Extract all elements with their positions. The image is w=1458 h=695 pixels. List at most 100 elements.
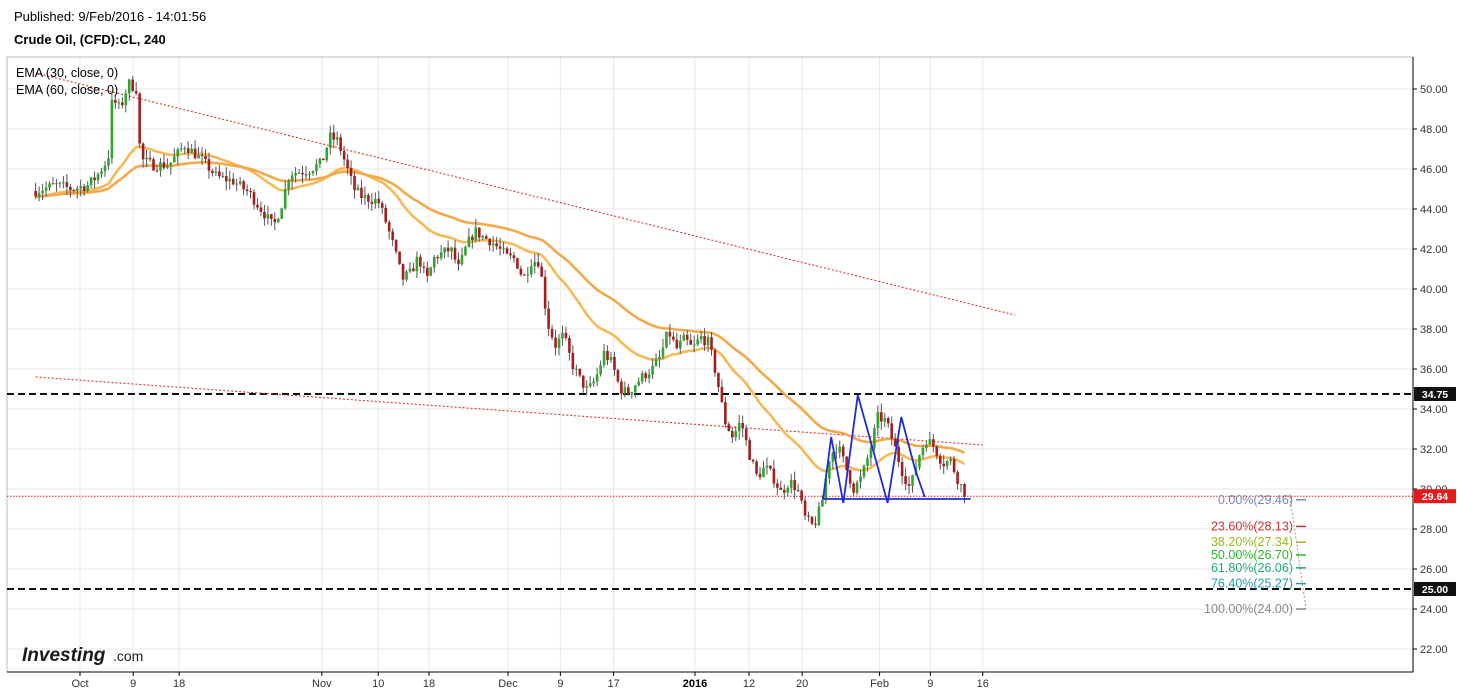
candle-body xyxy=(419,256,422,267)
candle-body xyxy=(873,428,876,448)
candle-body xyxy=(616,369,620,382)
candle-body xyxy=(550,328,554,338)
candle-body xyxy=(876,412,880,429)
candle-body xyxy=(332,132,336,140)
legend-ema-30: EMA (30, close, 0) xyxy=(16,66,118,80)
candle-body xyxy=(717,372,720,387)
candle-body xyxy=(488,238,491,246)
candle-body xyxy=(623,387,627,394)
candle-body xyxy=(755,461,758,474)
candle-body xyxy=(786,487,790,493)
time-tick-label: 16 xyxy=(977,678,989,690)
candle-body xyxy=(744,428,748,441)
candle-body xyxy=(450,247,453,252)
candle-body xyxy=(34,191,37,197)
candle-body xyxy=(242,181,245,190)
time-tick-label: 12 xyxy=(743,678,755,690)
price-badge-label: 29.64 xyxy=(1422,491,1448,503)
candle-body xyxy=(796,490,800,492)
candle-body xyxy=(685,334,689,340)
candle-body xyxy=(748,440,751,460)
candle-body xyxy=(557,338,561,348)
candle-body xyxy=(841,446,845,457)
candle-body xyxy=(422,266,426,268)
price-tick-label: 40.00 xyxy=(1420,284,1448,296)
candle-body xyxy=(290,175,294,181)
price-tick-label: 32.00 xyxy=(1420,444,1448,456)
logo-text: Investing xyxy=(22,645,106,666)
candle-body xyxy=(595,374,599,382)
fib-level-label: 0.00%(29.46) xyxy=(1218,493,1293,507)
fib-level-label: 76.40%(25.27) xyxy=(1211,577,1293,591)
candle-body xyxy=(477,227,481,238)
candle-body xyxy=(831,452,835,462)
candle-body xyxy=(460,255,464,265)
fib-level-label: 100.00%(24.00) xyxy=(1204,602,1293,616)
candle-body xyxy=(762,467,765,478)
candle-body xyxy=(741,423,744,429)
candle-body xyxy=(179,148,183,150)
candle-body xyxy=(675,339,679,349)
candle-body xyxy=(706,337,710,346)
candle-body xyxy=(654,359,658,366)
candle-body xyxy=(436,256,440,259)
candle-body xyxy=(640,373,644,382)
trendline xyxy=(35,72,1016,316)
candle-body xyxy=(124,93,128,106)
candle-body xyxy=(789,479,793,488)
candle-body xyxy=(304,174,308,176)
candle-body xyxy=(96,173,100,181)
candle-body xyxy=(224,175,228,182)
candle-body xyxy=(283,189,287,209)
candle-body xyxy=(65,182,69,187)
candle-body xyxy=(821,499,824,507)
candle-body xyxy=(408,268,412,272)
candle-body xyxy=(925,444,928,448)
candle-body xyxy=(51,183,55,185)
candle-body xyxy=(862,465,866,477)
candle-body xyxy=(817,506,821,525)
candle-body xyxy=(176,149,180,157)
candle-body xyxy=(412,268,415,272)
candle-body xyxy=(155,170,159,172)
candle-body xyxy=(758,473,762,478)
candle-body xyxy=(568,337,571,353)
candle-body xyxy=(956,472,959,485)
candle-body xyxy=(724,402,727,425)
candle-body xyxy=(814,523,817,525)
candle-body xyxy=(221,175,225,177)
candle-body xyxy=(890,423,894,439)
investing-logo: Investing .com xyxy=(22,645,143,666)
candle-body xyxy=(668,331,672,337)
candle-body xyxy=(370,201,374,204)
time-tick-label: 18 xyxy=(423,678,435,690)
candle-body xyxy=(585,386,589,388)
candle-body xyxy=(308,173,311,175)
candle-body xyxy=(183,148,186,150)
candle-body xyxy=(932,439,935,447)
candle-body xyxy=(374,198,377,204)
candle-body xyxy=(134,90,138,94)
candle-body xyxy=(287,180,290,190)
candle-body xyxy=(193,148,197,159)
candle-body xyxy=(110,99,114,159)
horizontal-levels xyxy=(7,393,1413,590)
candle-body xyxy=(322,158,325,161)
candle-body xyxy=(852,483,855,493)
price-badge xyxy=(1414,489,1456,504)
candle-body xyxy=(356,187,360,191)
candle-body xyxy=(886,418,890,424)
time-tick-label: 18 xyxy=(173,678,185,690)
candle-body xyxy=(349,167,353,176)
price-badge-label: 34.75 xyxy=(1422,389,1448,401)
candle-body xyxy=(505,248,509,254)
candle-body xyxy=(540,266,543,277)
candle-body xyxy=(803,500,807,516)
candle-body xyxy=(928,439,932,445)
time-tick-label: 9 xyxy=(927,678,933,690)
time-tick-label: 20 xyxy=(796,678,808,690)
candle-body xyxy=(186,148,190,153)
candle-body xyxy=(297,172,301,174)
candle-body xyxy=(834,452,838,454)
